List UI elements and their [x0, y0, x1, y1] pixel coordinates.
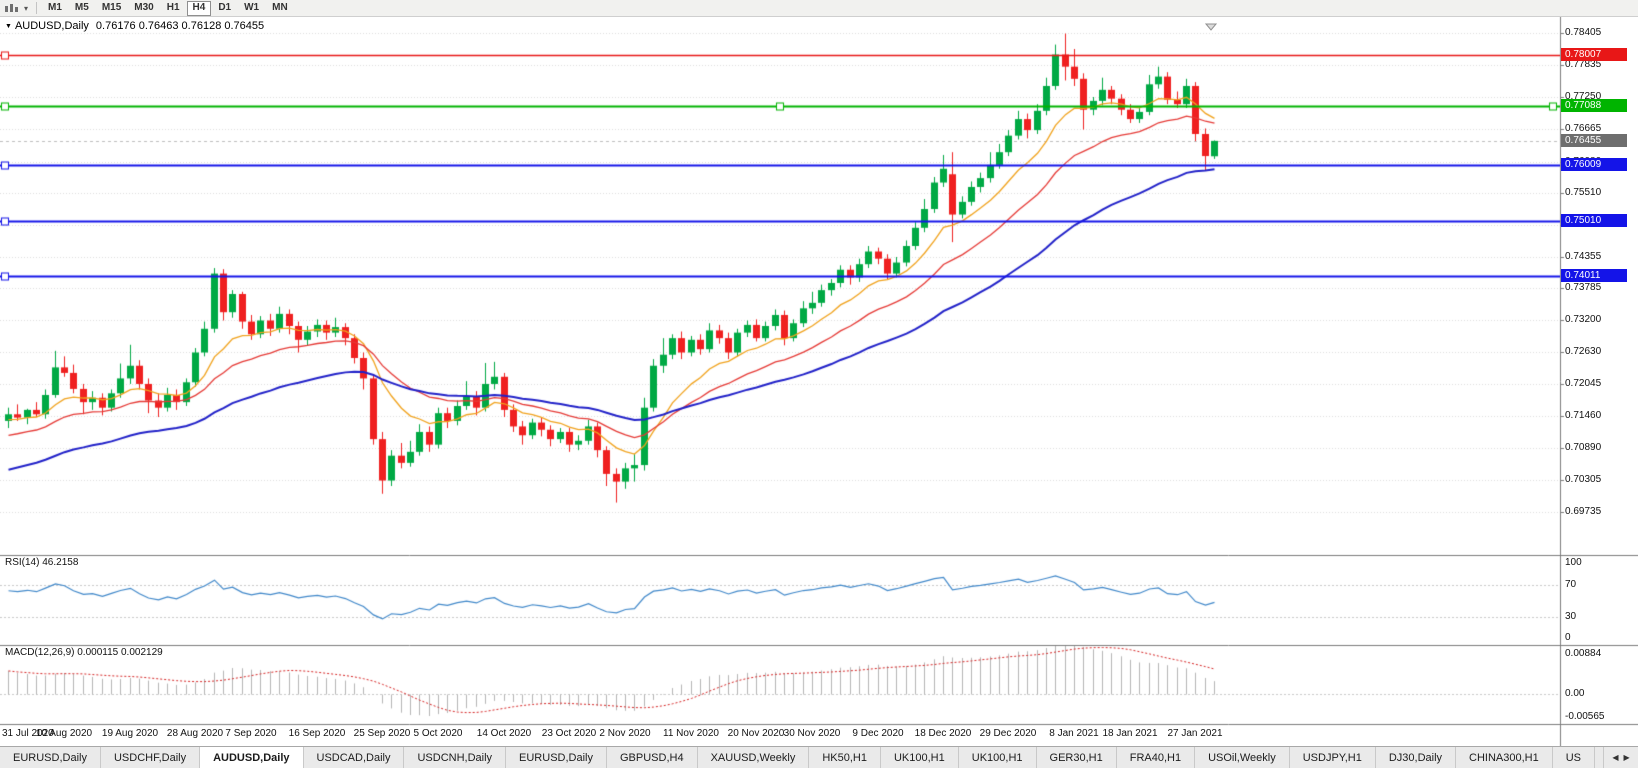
toolbar-separator [36, 2, 37, 14]
chart-tabbar: EURUSD,Daily USDCHF,Daily AUDUSD,Daily USDC… [0, 746, 1638, 768]
chart-tab-ger30-h1[interactable]: GER30,H1 [1036, 747, 1117, 768]
timeframe-buttons: M1 M5 M15 M30 H1 H4 D1 W1 MN [42, 0, 294, 16]
chart-tab-uk100-h1[interactable]: UK100,H1 [880, 747, 959, 768]
chart-tab-hk50-h1[interactable]: HK50,H1 [809, 747, 881, 768]
chart-tab-usdcnh-daily[interactable]: USDCNH,Daily [404, 747, 507, 768]
chart-tab-xauusd-weekly[interactable]: XAUUSD,Weekly [697, 747, 810, 768]
timeframe-button-m30[interactable]: M30 [128, 1, 159, 16]
timeframe-button-d1[interactable]: D1 [212, 1, 237, 16]
dropdown-arrow-icon[interactable]: ▾ [23, 3, 28, 13]
chart-mode-icon[interactable] [3, 1, 19, 16]
chart-tabs: EURUSD,Daily USDCHF,Daily AUDUSD,Daily USDC… [0, 747, 1603, 768]
chart-tab-uk100-h1[interactable]: UK100,H1 [958, 747, 1037, 768]
tab-scroll-right-icon[interactable]: ▶ [1623, 753, 1630, 762]
chart-tab-eurusd-daily[interactable]: EURUSD,Daily [506, 747, 607, 768]
timeframe-button-h4[interactable]: H4 [186, 0, 212, 16]
timeframe-button-h1[interactable]: H1 [161, 1, 186, 16]
timeframe-button-mn[interactable]: MN [266, 1, 294, 16]
timeframe-button-m5[interactable]: M5 [69, 1, 95, 16]
timeframe-button-m1[interactable]: M1 [42, 1, 68, 16]
chart-tab-gbpusd-h4[interactable]: GBPUSD,H4 [607, 747, 698, 768]
chart-tab-china300-h1[interactable]: CHINA300,H1 [1456, 747, 1553, 768]
timeframe-button-m15[interactable]: M15 [96, 1, 127, 16]
chart-tab-fra40-h1[interactable]: FRA40,H1 [1116, 747, 1196, 768]
tab-scroll-arrows: ◀ ▶ [1603, 747, 1638, 768]
chart-tab-usdchf-daily[interactable]: USDCHF,Daily [100, 747, 201, 768]
chart-tab-eurusd-daily[interactable]: EURUSD,Daily [0, 747, 101, 768]
timeframe-button-w1[interactable]: W1 [238, 1, 265, 16]
chart-tab-usdcad-daily[interactable]: USDCAD,Daily [303, 747, 405, 768]
chart-tab-audusd-daily[interactable]: AUDUSD,Daily [200, 747, 304, 768]
chart-tab-usoil-weekly[interactable]: USOil,Weekly [1195, 747, 1290, 768]
chart-window: ▼ AUDUSD,Daily 0.76176 0.76463 0.76128 0.7… [0, 17, 1638, 746]
chart-tab-us[interactable]: US [1552, 747, 1596, 768]
tab-scroll-left-icon[interactable]: ◀ [1612, 753, 1619, 762]
chart-tab-dj30-daily[interactable]: DJ30,Daily [1375, 747, 1457, 768]
timeframe-toolbar: ▾ M1 M5 M15 M30 H1 H4 D1 W1 MN [0, 0, 1638, 17]
chart-tab-usdjpy-h1[interactable]: USDJPY,H1 [1289, 747, 1376, 768]
price-chart-canvas[interactable] [0, 17, 1638, 746]
